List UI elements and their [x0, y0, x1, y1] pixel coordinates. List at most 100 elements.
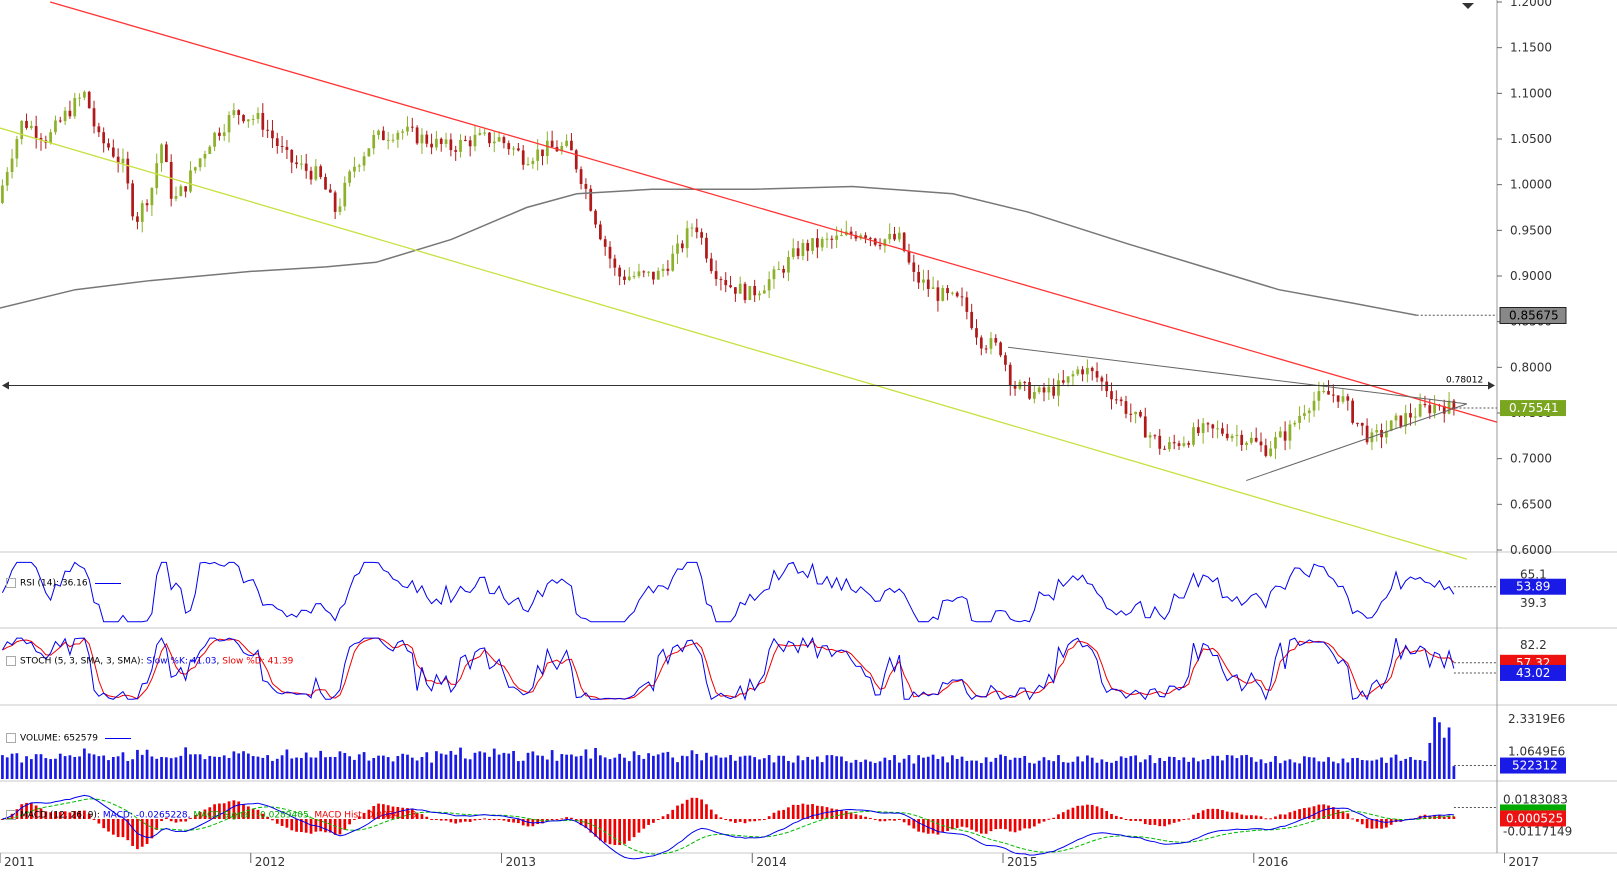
macd-hist-bar	[888, 819, 892, 821]
macd-hist-bar	[68, 812, 72, 819]
volume-bar	[63, 756, 67, 779]
candle-body	[1129, 413, 1133, 415]
volume-bar	[1177, 760, 1181, 779]
volume-bar	[550, 750, 554, 779]
volume-toggle-icon[interactable]	[6, 733, 16, 743]
candle-body	[526, 164, 530, 166]
macd-hist-bar	[719, 817, 723, 819]
stoch-toggle-icon[interactable]	[6, 656, 16, 666]
volume-bar	[396, 756, 400, 779]
volume-bar	[545, 759, 549, 779]
price-tick-label: 0.6000	[1510, 543, 1552, 557]
candle-body	[435, 138, 438, 148]
volume-bar	[87, 753, 91, 779]
macd-hist-bar	[1028, 819, 1031, 829]
macd-toggle-icon[interactable]	[6, 810, 16, 820]
volume-bar	[1375, 759, 1379, 779]
rsi-toggle-icon[interactable]	[6, 578, 16, 588]
volume-bar	[618, 753, 622, 779]
candle-body	[444, 139, 448, 144]
candle-body	[854, 235, 858, 239]
volume-bar	[999, 754, 1002, 779]
candle-body	[878, 244, 882, 247]
candle-body	[145, 203, 149, 206]
macd-hist-bar	[377, 803, 380, 819]
volume-bar	[922, 757, 925, 779]
volume-bar	[319, 750, 323, 779]
candle-body	[1346, 396, 1350, 401]
volume-bar	[512, 750, 515, 779]
volume-bar	[492, 748, 496, 779]
candle-body	[116, 156, 120, 164]
candle-body	[179, 186, 183, 197]
macd-hist-bar	[246, 806, 250, 819]
volume-bar	[1187, 761, 1191, 779]
volume-bar	[541, 755, 544, 779]
price-tick-label: 0.9000	[1510, 269, 1552, 283]
candle-body	[107, 143, 110, 148]
candle-body	[324, 177, 327, 190]
macd-hist-bar	[444, 819, 448, 821]
macd-hist-bar	[1360, 819, 1364, 825]
macd-hist-bar	[1163, 819, 1166, 827]
volume-bar	[251, 756, 255, 779]
volume-bar	[237, 753, 241, 779]
candle-body	[883, 239, 887, 247]
candle-body	[743, 283, 747, 300]
macd-hist-bar	[382, 804, 385, 819]
volume-bar	[1057, 755, 1060, 779]
volume-bar	[724, 757, 728, 779]
macd-hist-bar	[1201, 810, 1205, 819]
candle-body	[136, 216, 139, 222]
candle-body	[126, 158, 130, 184]
hline-right-arrow	[1488, 381, 1495, 390]
volume-bar	[1028, 762, 1031, 779]
candle-body	[825, 238, 829, 240]
volume-bar	[738, 756, 742, 779]
macd-hist-bar	[979, 819, 983, 834]
macd-hist-bar	[1037, 819, 1041, 824]
candle-body	[1042, 387, 1046, 393]
volume-bar	[1245, 754, 1248, 779]
rsi-tick-label: 65.1	[1520, 567, 1547, 581]
volume-bar	[266, 755, 269, 779]
price-tick-label: 1.1500	[1510, 41, 1552, 55]
candle-body	[208, 146, 212, 154]
candle-body	[594, 210, 597, 225]
volume-bar	[5, 757, 9, 779]
macd-hist-bar	[574, 819, 578, 822]
volume-bar	[623, 757, 626, 779]
candle-body	[68, 110, 72, 117]
volume-bar	[1303, 756, 1306, 779]
volume-bar	[290, 758, 294, 779]
candle-body	[888, 233, 892, 240]
volume-bar	[690, 750, 694, 779]
macd-hist-bar	[203, 809, 207, 819]
volume-bar	[1259, 759, 1263, 779]
candle-body	[111, 147, 115, 157]
candle-body	[386, 139, 390, 141]
macd-hist-bar	[1057, 814, 1060, 819]
volume-bar	[598, 755, 602, 779]
candle-body	[652, 271, 655, 280]
candle-body	[946, 288, 949, 294]
volume-bar	[29, 759, 33, 779]
macd-hist-bar	[488, 819, 491, 820]
macd-legend-text: MACD (12, 26, 9):	[20, 810, 100, 821]
macd-hist-bar	[873, 819, 877, 820]
macd-hist-bar	[1086, 804, 1089, 819]
macd-hist-bar	[560, 818, 564, 820]
volume-bar	[1409, 757, 1412, 779]
candle-body	[83, 91, 86, 98]
macd-hist-bar	[184, 819, 188, 822]
candle-body	[1139, 411, 1142, 417]
volume-bar	[1317, 761, 1321, 779]
candle-body	[1086, 367, 1089, 375]
macd-hist-bar	[1, 819, 4, 820]
candle-body	[989, 338, 993, 349]
x-tick-label: 2016	[1258, 855, 1289, 869]
candle-body	[1114, 399, 1118, 401]
volume-bar	[44, 758, 48, 779]
candle-body	[362, 156, 366, 166]
candle-body	[796, 248, 800, 257]
